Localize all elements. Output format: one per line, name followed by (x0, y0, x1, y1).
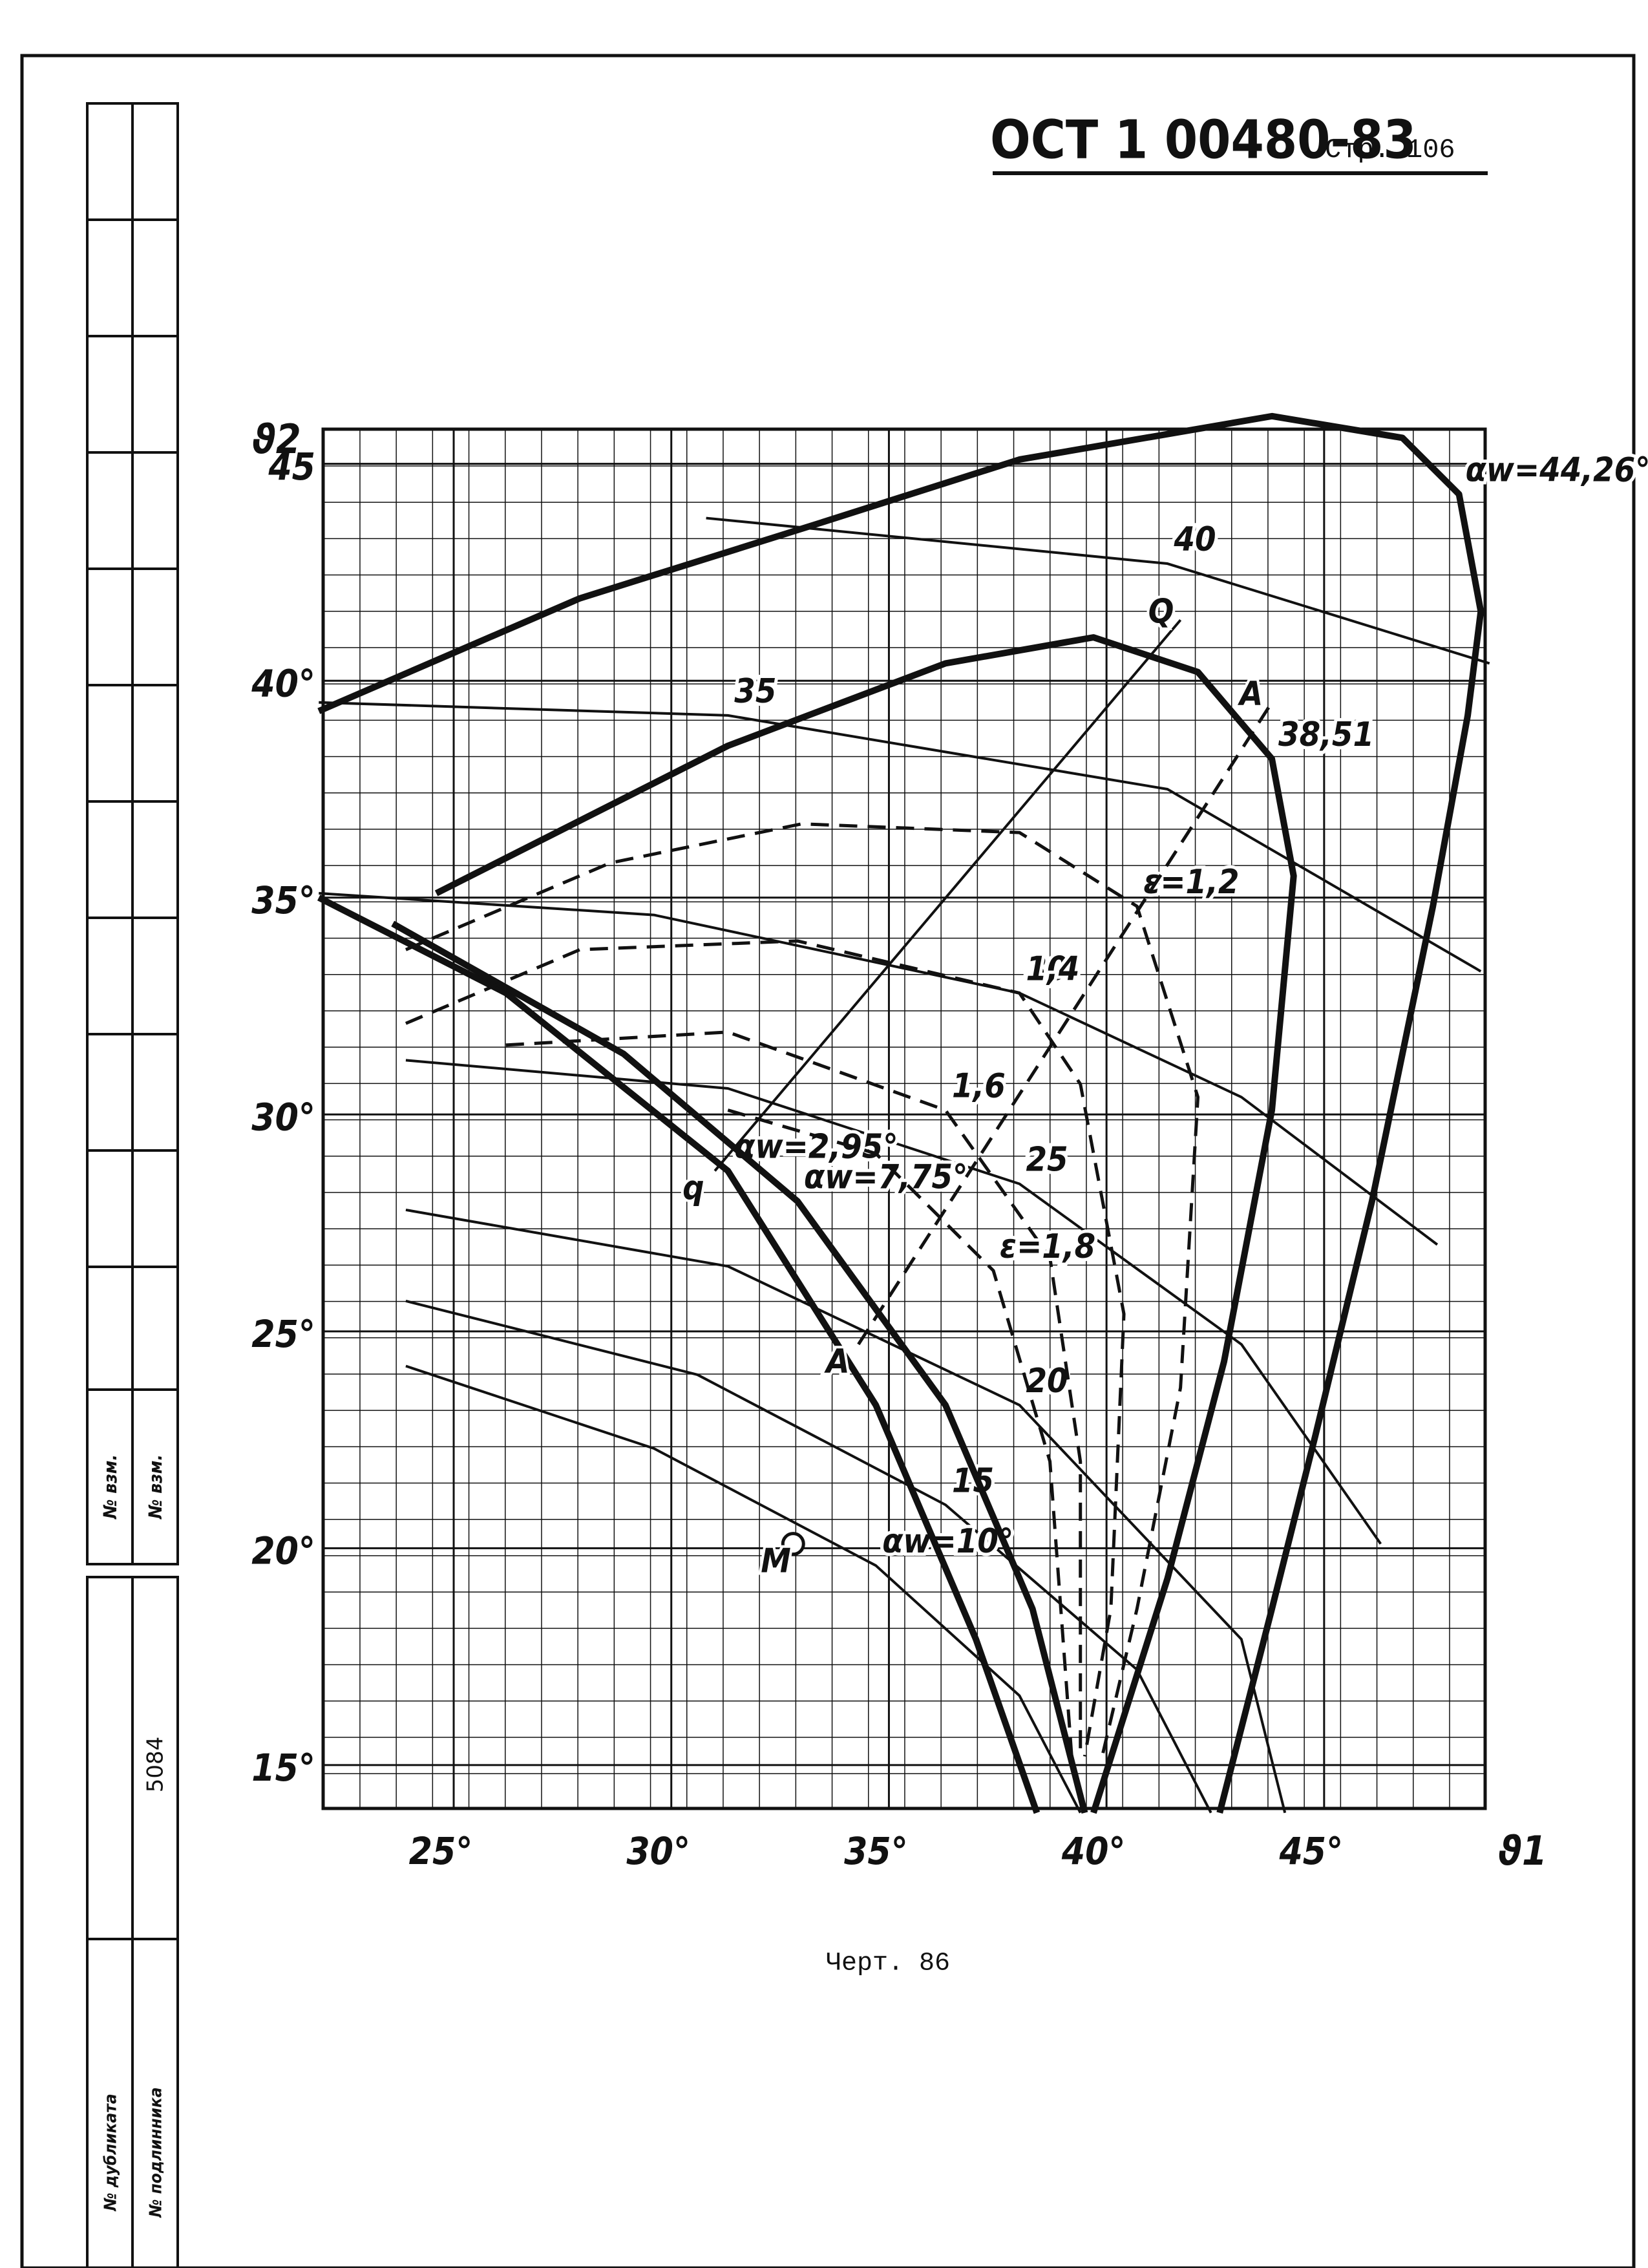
curve-label: αw=7,75° (804, 1158, 967, 1197)
curve-label: 20 (1026, 1362, 1068, 1401)
x-tick-label: 45° (1278, 1829, 1343, 1873)
curve (405, 1299, 1212, 1814)
point-label: M (761, 1542, 791, 1581)
point-label: A (823, 1342, 849, 1381)
stamp-cell: № дубликата (101, 2093, 121, 2211)
stamp-cell: № подлинника (147, 2087, 166, 2218)
curve (405, 822, 1200, 1757)
stamp-cell: 5084 (143, 1737, 169, 1793)
curve-label: αw=10° (882, 1522, 1013, 1561)
y-tick-label: 35° (251, 878, 315, 922)
curve-label: 25 (1026, 1141, 1068, 1180)
curve (405, 1208, 1287, 1814)
page-frame (20, 54, 1636, 2268)
point-label: Q (1148, 592, 1174, 631)
y-tick-label: 20° (251, 1529, 315, 1573)
curve (391, 920, 1088, 1814)
curve-label: αw=2,95° (734, 1128, 898, 1167)
curve-label: 35 (734, 672, 776, 711)
page-number: Стр. 106 (1325, 134, 1455, 165)
x-tick-label: 40° (1061, 1829, 1126, 1873)
x-tick-label: 35° (844, 1829, 908, 1873)
stamp-column (86, 102, 179, 2268)
x-tick-label: 25° (409, 1829, 473, 1873)
curve (405, 1059, 1382, 1545)
doc-title: ОСТ 1 00480-83 (990, 109, 1417, 171)
curve (319, 701, 1482, 973)
curve-label: 38,51 (1278, 715, 1374, 754)
curve (706, 516, 1490, 665)
curve (317, 412, 1484, 1814)
curve (405, 1364, 1082, 1814)
curve-label: 1,6 (952, 1067, 1006, 1106)
curve (713, 619, 1182, 1172)
stamp-cell: № взм. (145, 1454, 166, 1520)
y-tick-label: 15° (251, 1746, 315, 1790)
y-tick-label: 30° (251, 1095, 315, 1139)
curve-label: 1,4 (1026, 949, 1079, 988)
caption: Черт. 86 (826, 1949, 950, 1978)
point-label: A (1237, 675, 1263, 714)
curve (405, 939, 1126, 1757)
curve (857, 701, 1274, 1346)
curve-label: αw=44,26° (1466, 451, 1648, 490)
point-label: q (682, 1169, 704, 1208)
curve-label: ε=1,8 (1000, 1227, 1095, 1266)
curve-label: 30 (1026, 949, 1068, 988)
point-marker (781, 1532, 805, 1556)
x-tick-label: 30° (626, 1829, 690, 1873)
curve-label: 40 (1173, 520, 1216, 559)
y-tick-label: 25° (251, 1312, 315, 1356)
y-tick-label: 40° (251, 661, 315, 705)
curve (317, 895, 1041, 1814)
y-tick-label: 45 (268, 445, 315, 489)
stamp-cell: № взм. (100, 1454, 121, 1520)
fine-grid (321, 427, 1487, 1810)
curve (505, 1030, 1083, 1757)
curve (727, 1108, 1073, 1757)
y-axis-label: ϑ2 (252, 416, 301, 463)
curve-label: 15 (952, 1461, 994, 1500)
x-axis-label: ϑ1 (1498, 1827, 1547, 1874)
curve (434, 634, 1297, 1814)
